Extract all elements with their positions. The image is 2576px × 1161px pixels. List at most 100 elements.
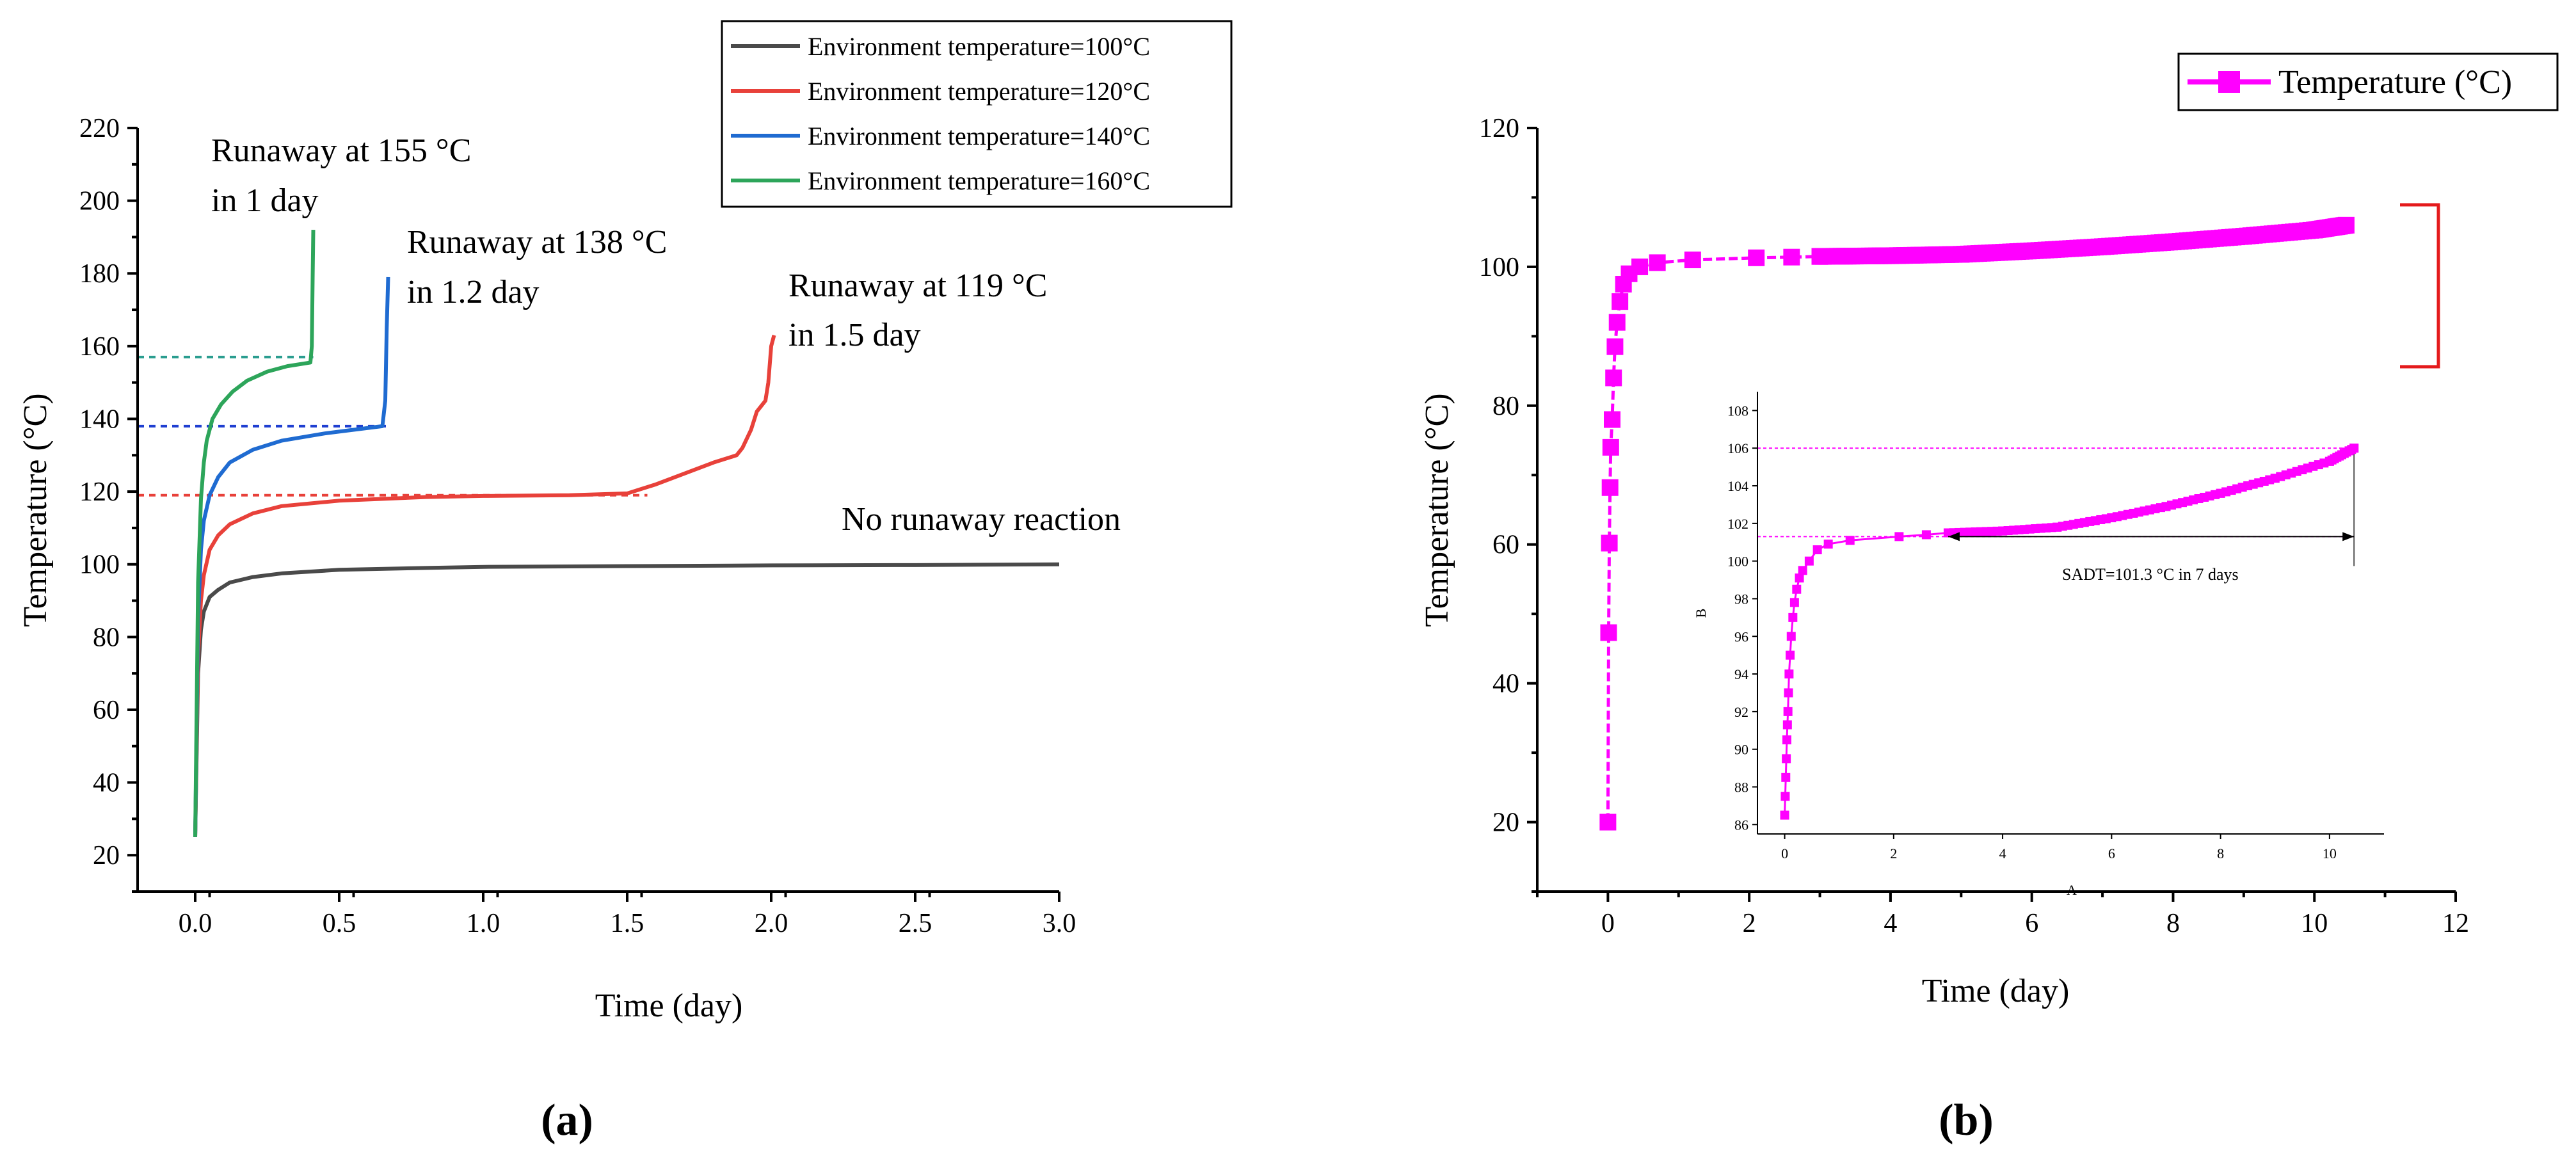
inset-y-tick-label: 100 [1727,554,1748,570]
panel-b-x-tick-label: 6 [2025,909,2038,938]
panel-b-label: (b) [1939,1096,1994,1145]
panel-a-label: (a) [541,1096,593,1145]
series-temperature-point [1612,293,1629,310]
panel-b-x-tick-label: 8 [2166,909,2180,938]
series-temperature-point [1599,813,1617,831]
inset-y-tick-label: 106 [1727,440,1748,456]
inset-x-tick-label: 2 [1890,845,1897,861]
annotation-runaway-155-line2: in 1 day [211,182,319,219]
annotation-no-runaway: No runaway reaction [842,501,1121,538]
series-temperature-point [1649,254,1666,271]
inset-y-tick-label: 96 [1734,629,1748,645]
series-140c-line [193,276,390,837]
panel-b-y-tick-label: 60 [1492,531,1519,560]
inset-y-tick-label: 94 [1734,666,1748,682]
inset-y-tick-label: 108 [1727,403,1748,419]
panel-a-series [193,230,1060,837]
panel-b-y-tick-label: 20 [1492,808,1519,838]
panel-b-y-tick-label: 120 [1479,114,1519,143]
inset-series-point [1780,810,1789,820]
panel-a-x-tick-label: 0.0 [179,909,212,938]
inset-series-line [1784,447,2355,815]
inset-series-point [1921,530,1931,540]
panel-b-x-tick-label: 4 [1884,909,1897,938]
inset-series-point [1894,532,1904,541]
panel-a-x-tick-label: 2.5 [899,909,932,938]
series-temperature-point [2336,217,2353,234]
inset-series-point [1792,584,1802,594]
annotation-runaway-155-line1: Runaway at 155 °C [211,132,471,169]
inset-x-tick-label: 0 [1781,845,1788,861]
panel-a-x-axis-title: Time (day) [595,988,743,1024]
panel-a-x-tick-label: 1.5 [611,909,644,938]
panel-a-y-tick-label: 140 [79,404,120,434]
inset-series-point [1782,720,1792,730]
annotation-runaway-138-line1: Runaway at 138 °C [407,224,667,260]
series-100c-line [193,562,1060,837]
inset-series-point [1782,735,1791,744]
panel-a-y-tick-label: 180 [79,259,120,289]
inset-x-tick-label: 6 [2108,845,2115,861]
panel-b: 0 2 4 6 8 10 12 20 40 60 80 100 120 Time (day) Temp… [1419,52,2559,1145]
inset-series-point [1784,688,1793,698]
sadt-arrow-head-left [1948,532,1960,541]
panel-a-y-tick-label: 200 [79,187,120,216]
inset-series-point [1780,792,1790,801]
inset-series-point [1783,707,1793,716]
panel-b-y-tick-label: 80 [1492,392,1519,421]
inset-series-point [1786,650,1795,660]
panel-b-x-tick-label: 12 [2442,909,2469,938]
inset-series [1780,444,2359,820]
panel-b-y-axis-title: Temperature (°C) [1419,393,1455,627]
legend-label-series-120c-line: Environment temperature=120°C [808,77,1150,106]
legend-label-series-160c-line: Environment temperature=160°C [808,166,1150,195]
inset-series-point [2349,444,2359,453]
legend-label-series-140c-line: Environment temperature=140°C [808,122,1150,150]
panel-b-y-tick-label: 40 [1492,669,1519,699]
panel-a-x-tick-label: 2.0 [755,909,788,938]
annotation-runaway-138-line2: in 1.2 day [407,274,540,310]
legend-label-series-100c-line: Environment temperature=100°C [808,32,1150,61]
annotation-runaway-119-line1: Runaway at 119 °C [788,268,1047,304]
panel-a-y-tick-label: 100 [79,550,120,580]
inset-reference-lines [1757,447,2355,566]
inset-series-point [1798,566,1807,575]
panel-b-x-axis-title: Time (day) [1922,973,2070,1009]
panel-a: 0.0 0.5 1.0 1.5 2.0 2.5 3.0 20 40 60 80 100 120 140 1… [17,20,1233,1145]
panel-b-x-tick-label: 10 [2301,909,2328,938]
series-temperature-point [1631,258,1649,275]
inset-y-tick-label: 102 [1727,516,1748,532]
inset-x-tick-label: 4 [1999,845,2006,861]
inset-series-point [1782,754,1791,764]
inset-y-tick-label: 86 [1734,817,1748,833]
inset-series-point [1845,536,1855,545]
inset-sadt-annotation: SADT=101.3 °C in 7 days [2062,565,2239,584]
inset-y-tick-label: 88 [1734,779,1748,795]
series-temperature-point [1608,314,1626,331]
inset-y-tick-label: 90 [1734,742,1748,758]
panel-a-legend: Environment temperature=100°C Environment… [721,20,1233,208]
sadt-arrow [1948,532,2355,541]
series-temperature-point [1602,438,1619,456]
panel-a-axes [136,128,1059,893]
panel-a-y-tick-label: 160 [79,332,120,362]
series-temperature-point [1783,248,1800,266]
zoom-bracket [2400,203,2440,369]
series-temperature-point [1684,252,1701,269]
inset-x-axis-title: A [2067,882,2077,898]
inset-y-tick-label: 92 [1734,704,1748,720]
legend-marker-temperature [2218,71,2240,93]
inset-series-point [1812,545,1822,554]
series-temperature-point [1604,411,1621,428]
series-temperature-point [1601,479,1619,496]
panel-a-y-tick-label: 220 [79,114,120,143]
inset-series-point [1784,669,1794,679]
panel-b-axes [1536,128,2456,893]
panel-a-y-tick-label: 20 [93,841,120,870]
panel-a-y-tick-label: 60 [93,696,120,725]
series-temperature-line [1606,223,2347,822]
inset-series-point [1788,613,1798,622]
panel-a-y-tick-label: 120 [79,477,120,507]
